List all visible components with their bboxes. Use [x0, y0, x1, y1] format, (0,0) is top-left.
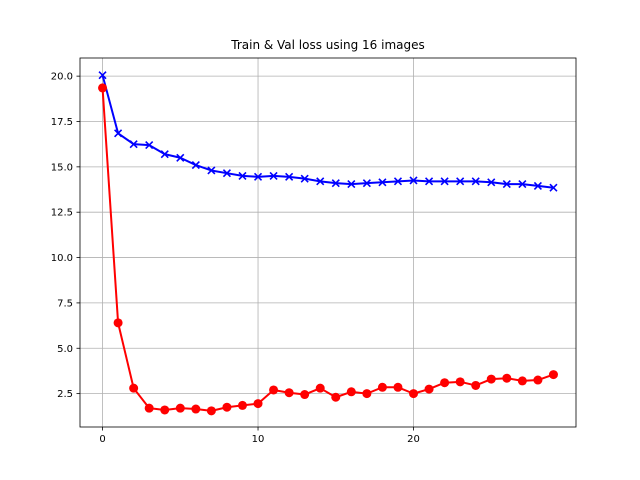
series-0-point [238, 171, 247, 180]
plot-frame [79, 57, 577, 428]
series-1-point [98, 83, 108, 93]
series-1-point [377, 382, 387, 392]
series-1-point [346, 387, 356, 397]
series-1-point [548, 370, 558, 380]
series-0-line [101, 74, 554, 189]
series-0-point [456, 177, 465, 186]
series-0-point [160, 150, 169, 159]
series-0-point [533, 181, 542, 190]
series-0-point [114, 129, 123, 138]
series-1-point [393, 382, 403, 392]
series-0-point [362, 179, 371, 188]
x-tick-label: 20 [407, 434, 420, 445]
series-1-point [455, 377, 465, 387]
series-0-point [300, 174, 309, 183]
axes: 0 10 20 2.5 5.0 7.5 10.0 12.5 15.0 17.5 20.0 [51, 57, 577, 445]
series-0-point [269, 171, 278, 180]
series-1-point [269, 385, 279, 395]
series-1-point [362, 389, 372, 399]
series-0-point [378, 178, 387, 187]
series-0-point [331, 179, 340, 188]
series-0-point [393, 177, 403, 186]
series-1-point [222, 402, 232, 412]
series-1-point [424, 384, 434, 394]
series-0-point [285, 172, 294, 181]
series-0-point [347, 180, 356, 189]
y-tick-label: 17.5 [51, 117, 73, 128]
series-1-point [253, 399, 263, 409]
x-tick-label: 10 [252, 434, 265, 445]
series-1-point [486, 374, 496, 384]
series-0-point [549, 183, 558, 192]
series-1-point [284, 388, 294, 398]
y-tick-label: 20.0 [51, 72, 73, 83]
series-0-point [471, 177, 480, 186]
y-tick-label: 15.0 [51, 162, 73, 173]
series-1-point [502, 373, 512, 383]
x-tick-label: 0 [99, 434, 105, 445]
series-0-point [207, 166, 216, 175]
series-1-point [300, 390, 310, 400]
series-1-point [144, 403, 154, 413]
series-1-point [160, 405, 170, 415]
series-1-point [409, 389, 419, 399]
series-0-point [316, 177, 325, 186]
series-0-point [98, 71, 107, 80]
series-1-point [315, 383, 325, 393]
y-tick-label: 10.0 [51, 253, 73, 264]
y-tick-label: 7.5 [57, 298, 73, 309]
series-0-point [425, 177, 434, 186]
series-0-point [440, 177, 449, 186]
series-0-point [222, 169, 231, 178]
series-0-point [409, 176, 418, 185]
series-1-point [471, 380, 481, 390]
series-1-point [517, 376, 527, 386]
grid [80, 58, 576, 427]
series-1-point [175, 403, 185, 413]
series-0-point [518, 180, 527, 189]
series-0-point [176, 153, 185, 162]
series-1-point [129, 383, 139, 393]
series-0-point [129, 140, 138, 149]
series-layer [98, 71, 558, 416]
y-tick-label: 2.5 [57, 389, 73, 400]
series-0-point [145, 141, 154, 150]
series-0-point [502, 180, 511, 189]
series-1-point [237, 400, 247, 410]
series-0-point [191, 160, 200, 170]
series-1-point [206, 406, 216, 416]
y-tick-label: 5.0 [57, 344, 73, 355]
series-0-point [487, 178, 496, 187]
series-1-point [331, 392, 341, 402]
series-0-point [253, 172, 263, 181]
series-1-point [440, 378, 450, 388]
series-1-point [113, 318, 123, 328]
chart-title: Train & Val loss using 16 images [230, 38, 425, 52]
series-1-point [533, 375, 543, 385]
y-tick-label: 12.5 [51, 208, 73, 219]
series-1-point [191, 404, 201, 414]
